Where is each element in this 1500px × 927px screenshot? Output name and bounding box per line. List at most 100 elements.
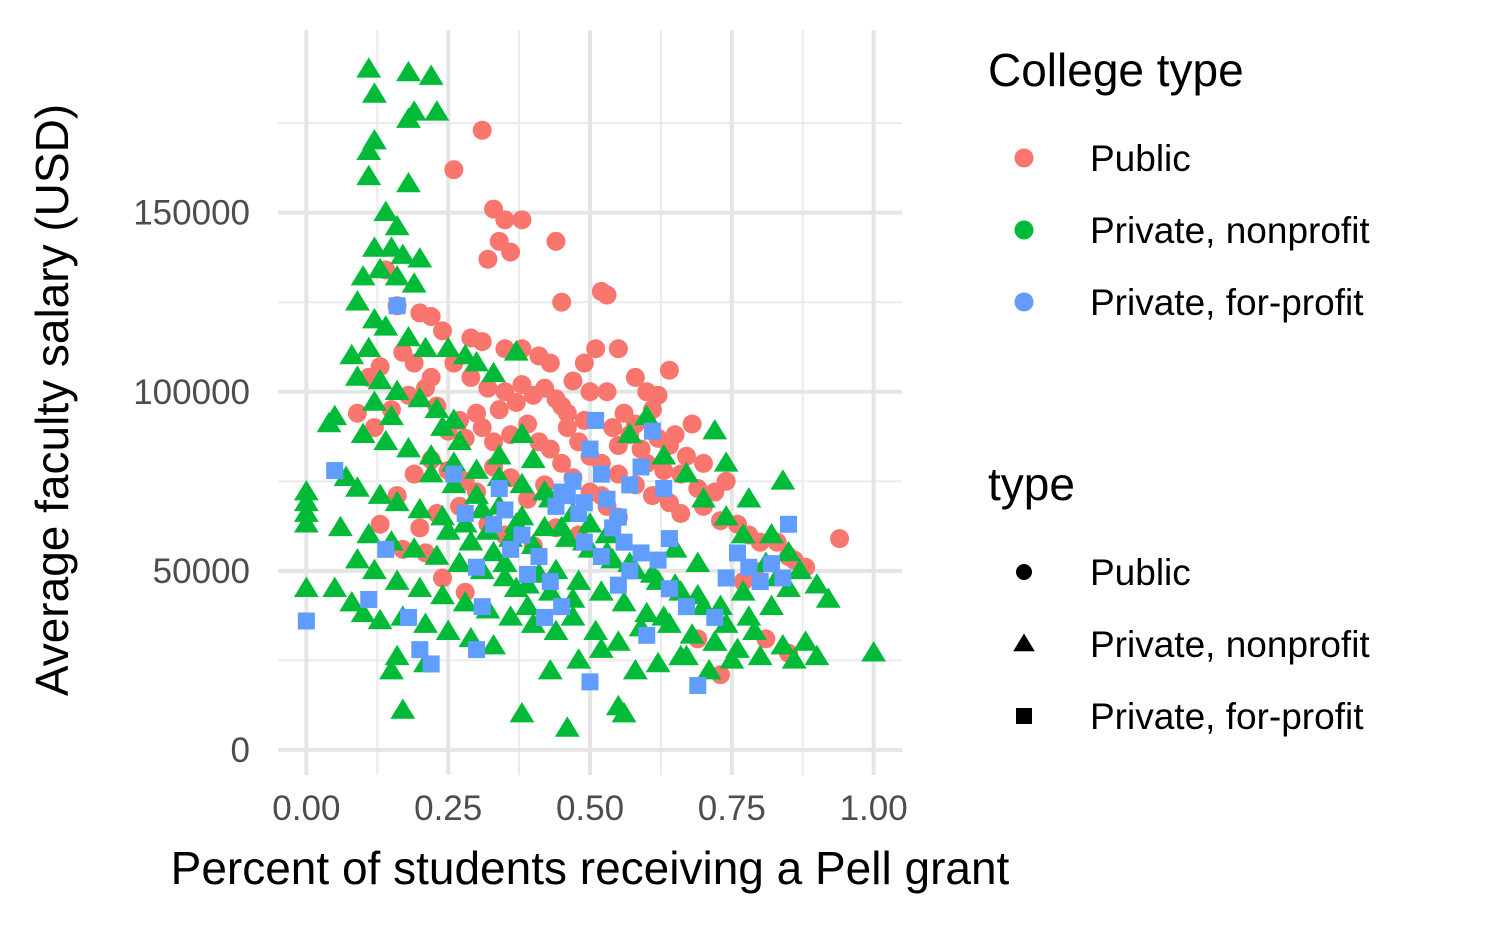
point-private-nonprofit bbox=[464, 458, 489, 479]
point-private-nonprofit bbox=[293, 490, 319, 512]
point-private-nonprofit bbox=[645, 651, 671, 673]
point-private-nonprofit bbox=[424, 544, 450, 565]
point-private-nonprofit bbox=[486, 444, 512, 465]
point-private-nonprofit bbox=[736, 605, 762, 626]
point-private-nonprofit bbox=[384, 644, 410, 666]
y-tick-label: 150000 bbox=[133, 194, 250, 233]
point-private-nonprofit bbox=[379, 404, 404, 426]
point-private-nonprofit bbox=[407, 497, 433, 519]
point-private-nonprofit bbox=[356, 164, 382, 186]
point-private-nonprofit bbox=[651, 605, 677, 626]
point-private-nonprofit bbox=[702, 419, 728, 440]
point-private-nonprofit bbox=[396, 436, 421, 458]
y-tick-label: 0 bbox=[231, 731, 250, 770]
legend-title: College type bbox=[988, 44, 1244, 96]
point-public bbox=[682, 414, 702, 434]
point-public bbox=[495, 382, 515, 402]
point-private-nonprofit bbox=[702, 630, 728, 651]
point-private-for-profit bbox=[689, 676, 707, 694]
legend-type: type Public Private, nonprofit Private, fo… bbox=[988, 458, 1370, 737]
point-private-nonprofit bbox=[452, 591, 478, 612]
point-public bbox=[557, 403, 577, 423]
point-private-nonprofit bbox=[515, 594, 541, 615]
point-private-nonprofit bbox=[776, 540, 801, 562]
point-public bbox=[659, 360, 679, 380]
point-private-nonprofit bbox=[566, 648, 592, 669]
point-private-nonprofit bbox=[424, 397, 450, 418]
point-public bbox=[444, 160, 464, 180]
point-private-for-profit bbox=[774, 569, 792, 587]
point-private-nonprofit bbox=[390, 243, 416, 264]
point-private-for-profit bbox=[587, 411, 605, 429]
point-private-for-profit bbox=[536, 608, 554, 626]
point-private-for-profit bbox=[717, 569, 735, 587]
point-private-nonprofit bbox=[344, 548, 370, 569]
point-private-nonprofit bbox=[793, 630, 818, 651]
point-private-nonprofit bbox=[759, 522, 784, 544]
point-private-for-profit bbox=[360, 590, 378, 608]
point-private-for-profit bbox=[422, 655, 440, 673]
point-private-for-profit bbox=[473, 598, 491, 616]
legend-key-square bbox=[1016, 708, 1032, 724]
x-axis-ticks: 0.00 0.25 0.50 0.75 1.00 bbox=[272, 789, 907, 828]
point-private-nonprofit bbox=[293, 512, 319, 533]
point-private-for-profit bbox=[643, 422, 661, 440]
point-private-nonprofit bbox=[617, 422, 643, 444]
point-private-for-profit bbox=[621, 562, 639, 580]
point-private-nonprofit bbox=[435, 619, 461, 641]
point-private-for-profit bbox=[780, 515, 798, 533]
point-private-nonprofit bbox=[356, 139, 382, 161]
x-tick-label: 0.25 bbox=[414, 789, 482, 828]
point-public bbox=[472, 418, 492, 438]
point-private-nonprofit bbox=[384, 569, 410, 590]
legend-label: Private, for-profit bbox=[1090, 696, 1364, 737]
point-private-nonprofit bbox=[481, 540, 506, 562]
point-private-nonprofit bbox=[588, 637, 614, 658]
legend-label: Public bbox=[1090, 138, 1191, 179]
point-private-nonprofit bbox=[452, 343, 478, 365]
point-private-nonprofit bbox=[430, 415, 455, 436]
point-private-for-profit bbox=[655, 479, 673, 497]
point-private-nonprofit bbox=[481, 361, 506, 383]
point-public bbox=[540, 353, 560, 373]
point-private-for-profit bbox=[502, 540, 520, 558]
point-private-nonprofit bbox=[639, 562, 665, 583]
point-private-for-profit bbox=[638, 626, 656, 644]
point-private-nonprofit bbox=[384, 379, 410, 401]
point-private-for-profit bbox=[751, 573, 769, 591]
point-private-for-profit bbox=[592, 465, 610, 483]
point-private-nonprofit bbox=[350, 265, 376, 286]
point-private-nonprofit bbox=[350, 601, 376, 623]
point-private-nonprofit bbox=[611, 702, 637, 723]
point-private-nonprofit bbox=[759, 594, 784, 615]
point-private-nonprofit bbox=[373, 315, 399, 336]
point-public bbox=[404, 464, 424, 484]
point-private-nonprofit bbox=[441, 472, 467, 494]
point-public bbox=[546, 389, 566, 409]
point-public bbox=[495, 210, 515, 230]
point-private-nonprofit bbox=[588, 580, 614, 601]
point-public bbox=[467, 403, 487, 423]
y-tick-label: 50000 bbox=[153, 552, 250, 591]
point-private-for-profit bbox=[609, 576, 627, 594]
point-private-nonprofit bbox=[781, 648, 807, 669]
point-private-nonprofit bbox=[327, 515, 353, 537]
point-private-nonprofit bbox=[435, 519, 461, 540]
point-private-nonprofit bbox=[577, 512, 603, 533]
point-public bbox=[552, 453, 572, 473]
point-public bbox=[512, 375, 532, 395]
point-private-nonprofit bbox=[560, 605, 586, 626]
point-private-nonprofit bbox=[407, 576, 433, 598]
point-public bbox=[574, 353, 594, 373]
legend-key-circle bbox=[1016, 564, 1032, 580]
point-private-for-profit bbox=[677, 598, 695, 616]
point-private-nonprofit bbox=[537, 659, 563, 680]
point-private-for-profit bbox=[598, 490, 616, 508]
point-public bbox=[557, 418, 577, 438]
point-private-for-profit bbox=[649, 551, 667, 569]
point-private-nonprofit bbox=[509, 422, 535, 444]
legend-key-triangle bbox=[1013, 633, 1035, 652]
point-private-nonprofit bbox=[696, 659, 722, 680]
point-private-nonprofit bbox=[509, 472, 535, 494]
